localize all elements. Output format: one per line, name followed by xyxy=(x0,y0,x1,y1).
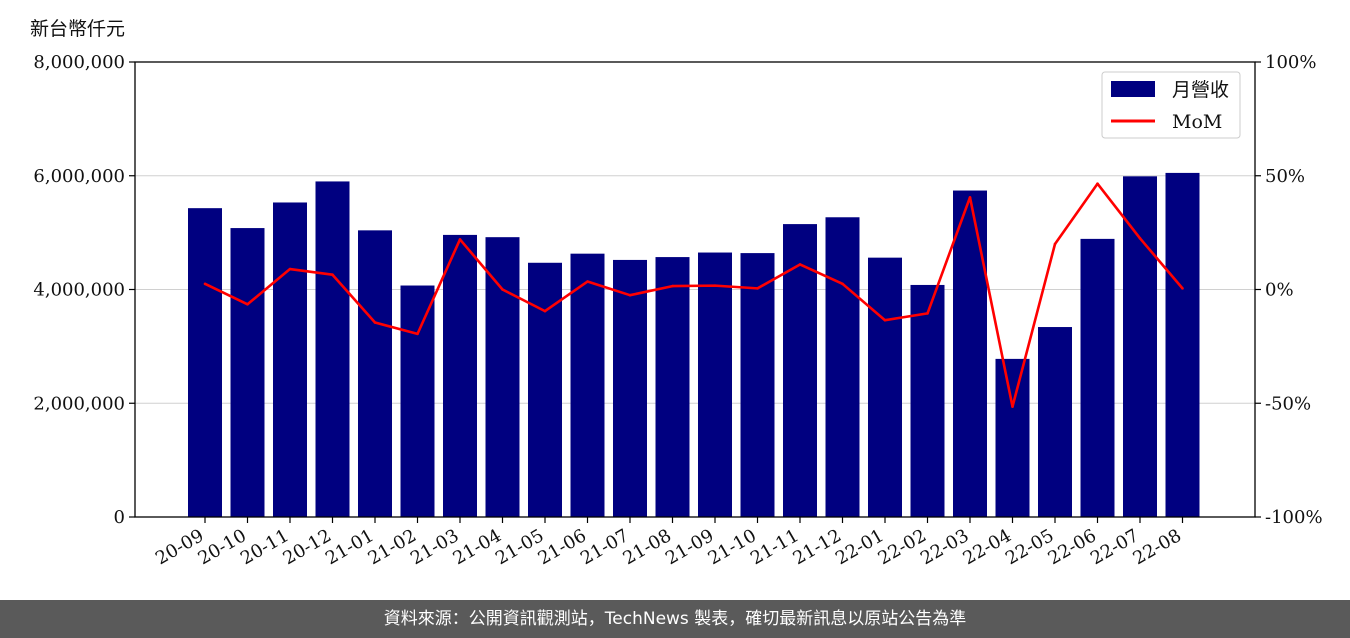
x-tick-label: 20-10 xyxy=(195,525,250,569)
left-tick-label: 2,000,000 xyxy=(33,393,125,414)
bar-21-09 xyxy=(698,252,732,517)
y-axis-unit-label: 新台幣仟元 xyxy=(30,18,126,40)
bar-22-02 xyxy=(910,284,945,517)
mom-point-22-01 xyxy=(883,318,887,322)
x-axis: 20-0920-1020-1120-1221-0121-0221-0321-04… xyxy=(152,517,1185,569)
mom-point-21-08 xyxy=(671,284,674,288)
bar-21-11 xyxy=(783,224,817,517)
x-tick-label: 21-09 xyxy=(662,525,717,569)
bar-21-12 xyxy=(825,217,860,518)
mom-point-20-10 xyxy=(246,302,249,306)
x-tick-label: 21-06 xyxy=(535,525,590,569)
mom-point-21-04 xyxy=(501,288,504,291)
bar-20-10 xyxy=(230,228,265,517)
bar-21-03 xyxy=(443,234,477,517)
x-tick-label: 21-04 xyxy=(450,525,505,569)
mom-point-22-04 xyxy=(1011,405,1014,408)
right-tick-label: -50% xyxy=(1265,393,1311,414)
mom-point-21-09 xyxy=(713,284,717,287)
bar-20-09 xyxy=(188,208,222,517)
bar-21-01 xyxy=(358,230,392,517)
revenue-chart: 0 2,000,000 4,000,000 6,000,000 8,000,000 -1… xyxy=(33,52,1323,569)
mom-point-21-11 xyxy=(798,263,802,266)
left-tick-label: 0 xyxy=(114,507,125,528)
legend: 月營收 MoM xyxy=(1101,71,1241,139)
mom-line-layer xyxy=(203,182,1184,408)
x-tick-label: 21-02 xyxy=(365,525,420,569)
x-tick-label: 22-06 xyxy=(1045,525,1100,569)
mom-point-20-09 xyxy=(203,282,207,286)
bar-21-05 xyxy=(528,262,562,517)
left-y-axis: 0 2,000,000 4,000,000 6,000,000 8,000,000 xyxy=(33,52,135,528)
bar-21-08 xyxy=(655,257,690,517)
x-tick-label: 21-12 xyxy=(790,525,845,569)
bar-22-01 xyxy=(868,257,902,517)
x-tick-label: 22-07 xyxy=(1087,525,1142,569)
x-tick-label: 22-08 xyxy=(1130,525,1185,569)
mom-point-22-02 xyxy=(926,312,929,315)
left-tick-label: 6,000,000 xyxy=(33,166,125,187)
bar-22-07 xyxy=(1123,176,1157,517)
x-tick-label: 22-04 xyxy=(960,525,1015,569)
x-tick-label: 21-07 xyxy=(577,525,632,569)
bar-21-06 xyxy=(570,253,605,517)
x-tick-label: 21-11 xyxy=(747,525,802,569)
bar-22-08 xyxy=(1165,172,1200,517)
x-tick-label: 22-02 xyxy=(875,525,930,569)
mom-point-22-06 xyxy=(1096,182,1099,186)
mom-point-21-07 xyxy=(628,293,632,297)
mom-point-21-03 xyxy=(458,238,462,241)
right-tick-label: 100% xyxy=(1265,52,1316,73)
revenue-bars xyxy=(188,172,1200,518)
bar-21-04 xyxy=(485,237,520,518)
bar-22-03 xyxy=(953,190,987,517)
x-tick-label: 20-12 xyxy=(280,525,335,569)
bar-22-04 xyxy=(995,358,1030,517)
mom-point-22-07 xyxy=(1138,237,1142,240)
mom-point-20-11 xyxy=(288,267,292,271)
legend-bar-swatch xyxy=(1111,81,1155,97)
x-tick-label: 22-01 xyxy=(832,525,887,569)
right-y-axis: -100% -50% 0% 50% 100% xyxy=(1255,52,1323,528)
x-tick-label: 21-01 xyxy=(322,525,377,569)
mom-point-21-01 xyxy=(373,321,377,324)
bar-20-11 xyxy=(273,202,307,517)
legend-label-mom: MoM xyxy=(1172,111,1222,133)
right-tick-label: 50% xyxy=(1265,166,1305,187)
bar-21-07 xyxy=(613,259,647,517)
bar-21-02 xyxy=(400,285,435,517)
mom-point-21-12 xyxy=(841,282,844,286)
right-tick-label: 0% xyxy=(1265,280,1294,301)
mom-point-20-12 xyxy=(331,273,334,277)
mom-point-21-02 xyxy=(416,332,419,336)
left-tick-label: 4,000,000 xyxy=(33,280,125,301)
x-tick-label: 20-11 xyxy=(237,525,292,569)
x-tick-label: 21-05 xyxy=(492,525,547,569)
mom-point-21-05 xyxy=(543,309,547,313)
x-tick-label: 22-05 xyxy=(1002,525,1057,569)
left-tick-label: 8,000,000 xyxy=(33,52,125,73)
bar-22-06 xyxy=(1080,238,1115,517)
x-tick-label: 20-09 xyxy=(152,525,207,569)
bar-21-10 xyxy=(740,253,775,517)
right-tick-label: -100% xyxy=(1265,507,1323,528)
mom-point-21-10 xyxy=(756,287,759,290)
x-tick-label: 21-08 xyxy=(620,525,675,569)
source-footer: 資料來源：公開資訊觀測站，TechNews 製表，確切最新訊息以原站公告為準 xyxy=(0,600,1350,638)
legend-label-revenue: 月營收 xyxy=(1172,79,1229,101)
mom-point-22-05 xyxy=(1053,242,1057,246)
bar-20-12 xyxy=(315,181,350,517)
bar-22-05 xyxy=(1038,327,1072,517)
mom-point-22-03 xyxy=(968,196,972,199)
x-tick-label: 21-03 xyxy=(407,525,462,569)
mom-line xyxy=(204,182,1184,408)
x-tick-label: 21-10 xyxy=(705,525,760,569)
x-tick-label: 22-03 xyxy=(917,525,972,569)
mom-point-22-08 xyxy=(1181,287,1184,290)
mom-point-21-06 xyxy=(586,280,589,283)
